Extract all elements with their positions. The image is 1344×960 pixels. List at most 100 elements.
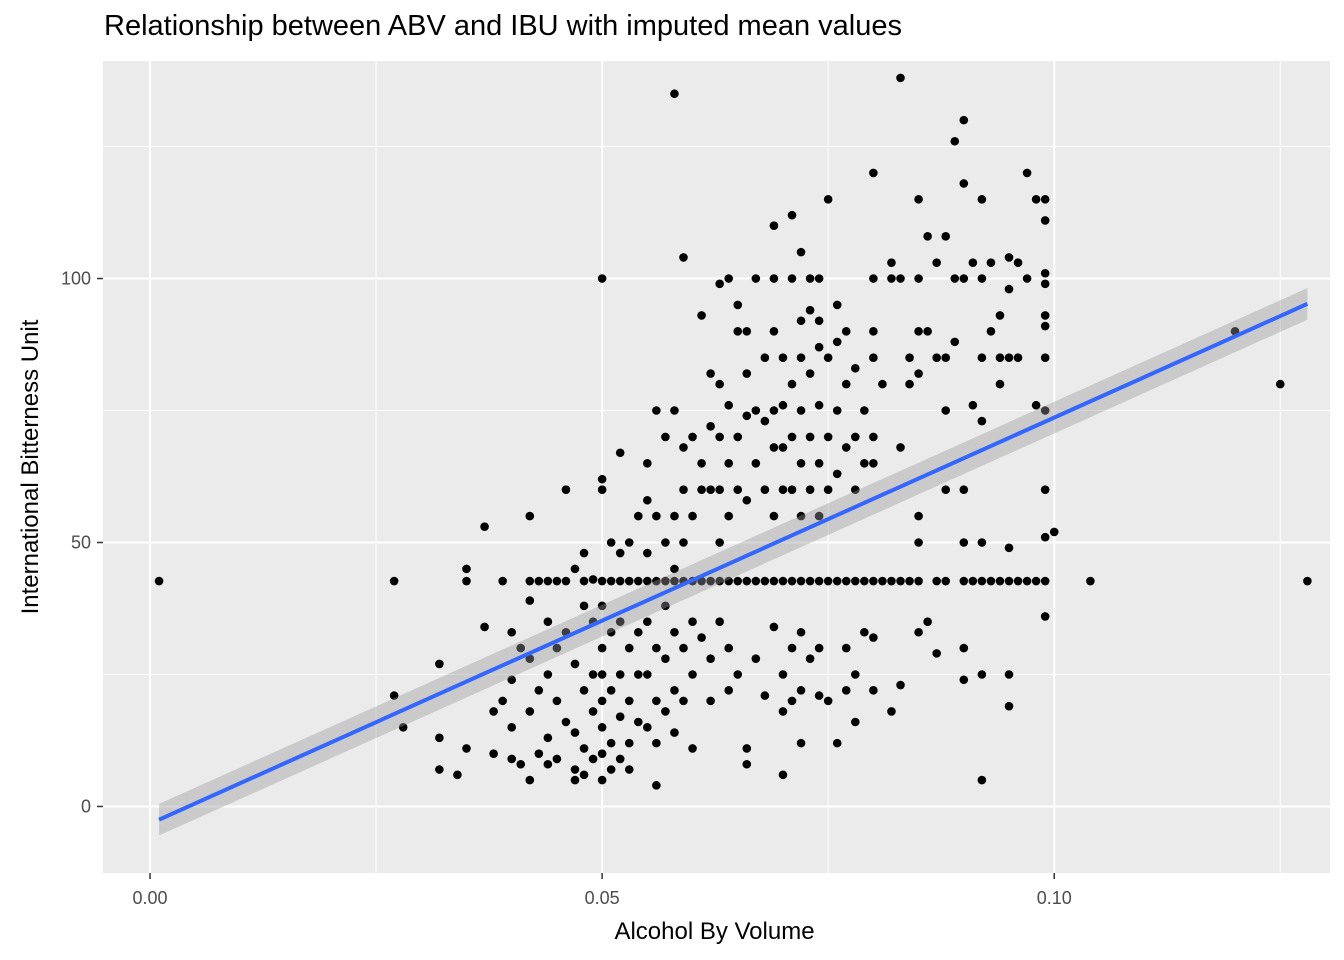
data-point [435,659,444,669]
data-point [552,576,562,586]
data-point [760,416,770,426]
data-point [905,576,914,586]
data-point [769,221,779,231]
data-point [805,576,815,586]
data-point [561,485,571,495]
data-point [869,327,878,336]
data-point [507,722,516,732]
data-point [796,247,806,257]
data-point [534,686,544,695]
data-point [534,576,544,586]
data-point [742,327,752,336]
data-point [570,564,580,574]
data-point [778,353,788,363]
data-point [670,686,679,695]
data-point [977,195,987,204]
data-point [579,770,589,780]
data-point [878,576,887,586]
data-point [850,363,860,373]
x-tick-label: 0.10 [1037,888,1072,908]
data-point [787,643,797,653]
data-point [516,759,526,769]
data-point [597,696,607,706]
data-point [579,576,589,586]
data-point [652,576,661,586]
data-point [724,576,734,586]
data-point [561,717,571,727]
data-point [525,654,535,663]
data-point [588,707,598,716]
chart-title: Relationship between ABV and IBU with im… [104,10,902,42]
data-point [435,733,444,743]
data-point [959,675,969,685]
data-point [896,443,905,452]
data-point [1004,353,1014,363]
data-point [579,744,589,753]
data-point [489,707,498,716]
data-point [570,659,580,669]
data-point [796,316,806,326]
data-point [597,601,607,611]
data-point [498,576,507,586]
data-point [597,722,607,732]
data-point [606,627,616,637]
data-point [850,670,860,679]
data-point [588,754,598,764]
data-point [878,379,887,389]
data-point [832,576,842,586]
data-point [462,744,471,753]
data-point [715,485,724,495]
data-point [995,379,1005,389]
data-point [850,485,860,495]
data-point [805,485,815,495]
data-point [670,627,679,637]
data-point [959,576,969,586]
data-point [516,643,526,653]
data-point [986,576,996,586]
data-point [796,627,806,637]
data-point [543,576,553,586]
data-point [751,406,761,415]
data-point [733,576,743,586]
data-point [688,432,697,442]
data-point [823,696,833,706]
data-point [887,576,896,586]
data-point [869,353,878,363]
data-point [489,749,498,758]
data-point [950,136,960,146]
data-point [661,576,670,586]
data-point [805,369,815,378]
data-point [389,576,399,586]
data-point [624,738,634,748]
data-point [769,327,779,336]
data-point [914,195,923,204]
x-axis-title: Alcohol By Volume [614,918,814,945]
data-point [570,775,580,785]
data-point [751,274,761,283]
data-point [724,459,734,468]
data-point [950,274,960,283]
data-point [977,576,987,586]
data-point [670,728,679,737]
data-point [597,474,607,484]
data-point [606,686,616,695]
data-point [715,538,724,547]
data-point [814,691,824,700]
data-point [643,670,652,679]
data-point [814,576,824,586]
data-point [624,538,634,547]
data-point [941,353,951,363]
data-point [643,548,652,558]
data-point [588,670,598,679]
data-point [733,300,743,310]
data-point [959,538,969,547]
data-point [914,576,923,586]
data-point [860,627,869,637]
data-point [652,781,661,790]
data-point [507,675,516,685]
data-point [552,643,562,653]
data-point [869,576,878,586]
data-points [154,73,1312,790]
data-point [679,485,688,495]
data-point [588,575,598,584]
